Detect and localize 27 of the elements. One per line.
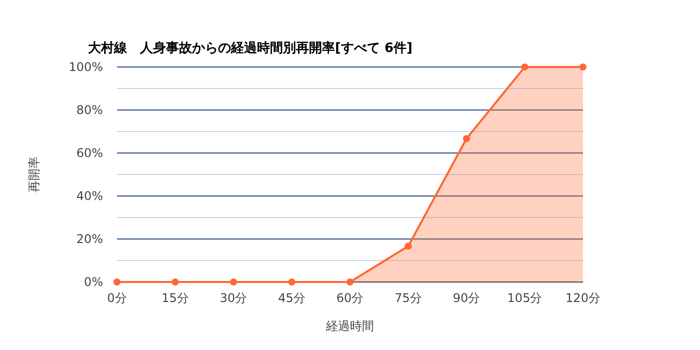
point bbox=[172, 278, 179, 286]
x-tick-label: 90分 bbox=[452, 291, 480, 305]
y-tick-label: 60% bbox=[76, 146, 103, 160]
chart-title: 大村線 人身事故からの経過時間別再開率[すべて 6件] bbox=[88, 40, 412, 56]
point bbox=[463, 135, 470, 142]
y-tick-label: 20% bbox=[76, 232, 103, 246]
y-axis-title: 再開率 bbox=[27, 156, 41, 192]
y-tick-label: 40% bbox=[76, 189, 103, 203]
point bbox=[288, 278, 296, 286]
point bbox=[230, 278, 237, 286]
x-tick-label: 0分 bbox=[107, 291, 127, 305]
point bbox=[580, 64, 586, 70]
y-tick-label: 80% bbox=[76, 103, 103, 117]
point bbox=[521, 64, 528, 70]
x-tick-label: 120分 bbox=[566, 291, 600, 305]
y-tick-label: 100% bbox=[68, 60, 103, 74]
x-tick-label: 30分 bbox=[220, 291, 248, 305]
x-tick-label: 60分 bbox=[336, 291, 364, 305]
x-axis-title: 経過時間 bbox=[325, 319, 374, 333]
x-tick-label: 45分 bbox=[278, 291, 306, 305]
y-tick-label: 0% bbox=[84, 275, 103, 289]
point bbox=[346, 278, 354, 286]
x-tick-label: 75分 bbox=[394, 291, 422, 305]
point bbox=[404, 242, 412, 250]
x-tick-label: 15分 bbox=[162, 291, 189, 305]
point bbox=[114, 278, 120, 286]
x-tick-label: 105分 bbox=[507, 291, 542, 305]
